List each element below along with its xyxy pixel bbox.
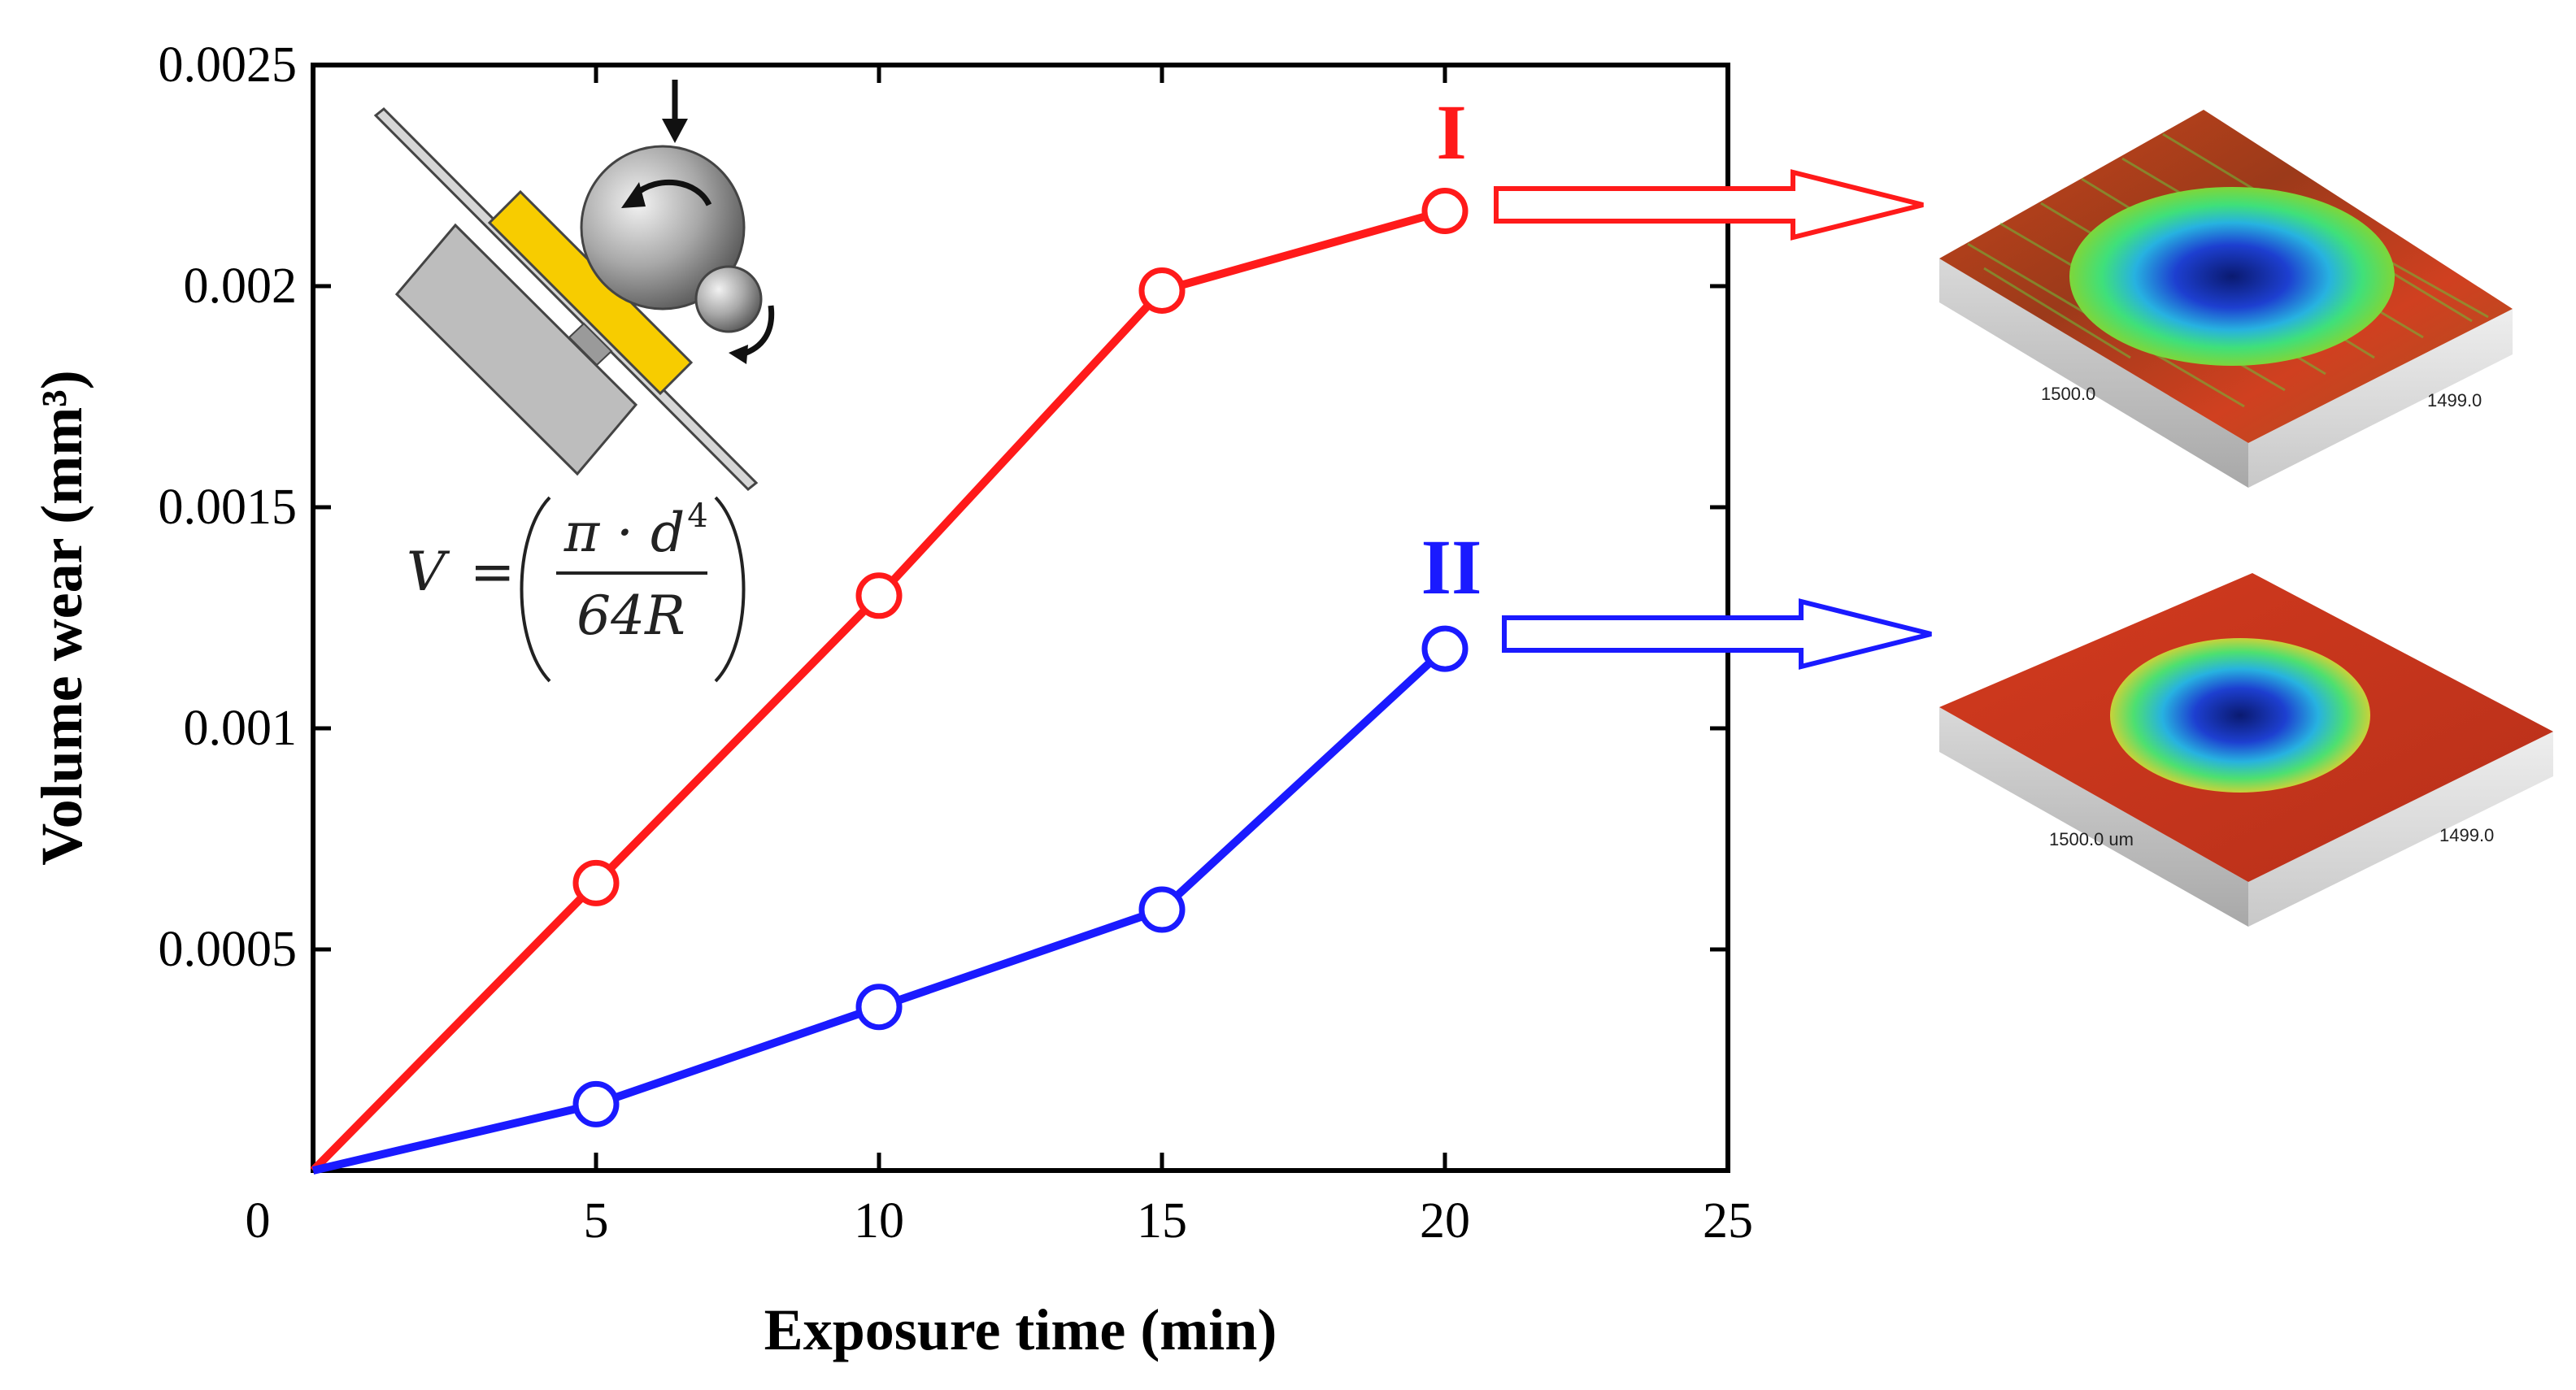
schematic-connector — [568, 322, 613, 367]
scan-ii-y-dim: 1499.0 — [2439, 825, 2494, 845]
series-2-point — [572, 1080, 620, 1127]
surface-scan-ii: 1500.0 um 1499.0 — [1939, 573, 2553, 927]
arrow-to-scan-i — [1494, 169, 1924, 241]
x-tick-label: 15 — [1137, 1193, 1187, 1249]
series-1-point — [572, 859, 620, 906]
scan-i-y-dim: 1499.0 — [2427, 390, 2482, 410]
x-tick-label: 25 — [1703, 1193, 1753, 1249]
series-label-i: I — [1436, 89, 1466, 176]
scan-ii-side-right — [2248, 732, 2553, 927]
scan-i-x-dim: 1500.0 — [2041, 384, 2095, 404]
schematic-holder — [394, 223, 638, 476]
y-ticks: 0.0005 0.001 0.0015 0.002 0.0025 — [159, 37, 1728, 977]
scan-i-side-right — [2248, 309, 2513, 488]
series-1-point — [1421, 188, 1469, 235]
rotation-arrow-icon — [632, 179, 712, 206]
surface-scan-i: 1500.0 1499.0 — [1939, 110, 2513, 488]
series-1-point — [1138, 267, 1186, 314]
drive-rotation-arrow-icon — [740, 305, 775, 358]
y-tick-label: 0.002 — [184, 258, 298, 314]
y-tick-label: 0.0025 — [159, 37, 298, 93]
y-tick-label: 0.0005 — [159, 922, 298, 977]
formula-exponent: 4 — [687, 497, 707, 535]
x-ticks: 0 5 10 15 20 25 — [246, 65, 1753, 1249]
series-label-ii: II — [1421, 523, 1482, 610]
x-tick-label: 5 — [584, 1193, 609, 1249]
y-axis-title: Volume wear (mm³) — [29, 370, 94, 865]
formula-paren-left — [520, 496, 551, 683]
formula-lhs: V — [407, 541, 450, 603]
schematic-drive-ball — [694, 265, 763, 333]
x-tick-label: 0 — [246, 1193, 271, 1249]
schematic-ball — [580, 145, 746, 311]
x-axis-title: Exposure time (min) — [764, 1297, 1277, 1362]
scan-i-wear-scar — [2069, 187, 2395, 366]
schematic-specimen — [487, 189, 694, 396]
scan-i-side-left — [1939, 258, 2248, 488]
formula-numerator: π · d — [564, 502, 685, 564]
y-tick-label: 0.001 — [184, 701, 298, 756]
load-arrow-icon — [662, 119, 688, 143]
series-markers — [572, 188, 1469, 1127]
tribometer-schematic — [373, 80, 775, 492]
drive-rotation-arrowhead-icon — [729, 345, 748, 364]
series-2-point — [1421, 625, 1469, 672]
formula-denominator: 64R — [577, 584, 685, 647]
formula-equals: = — [470, 541, 515, 603]
y-tick-label: 0.0015 — [159, 480, 298, 535]
x-tick-label: 20 — [1420, 1193, 1470, 1249]
wear-formula: V = π · d 4 64R — [407, 496, 746, 683]
scan-ii-side-left — [1939, 707, 2248, 927]
scan-ii-x-dim: 1500.0 um — [2049, 829, 2134, 849]
x-tick-label: 10 — [854, 1193, 904, 1249]
series-line-2 — [311, 645, 1448, 1175]
scan-ii-wear-scar — [2110, 638, 2370, 793]
series-2-point — [855, 984, 903, 1031]
series-2-point — [1138, 886, 1186, 933]
series-1-point — [855, 572, 903, 619]
formula-paren-right — [714, 496, 746, 683]
rotation-arrowhead-icon — [621, 182, 646, 208]
arrow-to-scan-ii — [1502, 598, 1932, 670]
